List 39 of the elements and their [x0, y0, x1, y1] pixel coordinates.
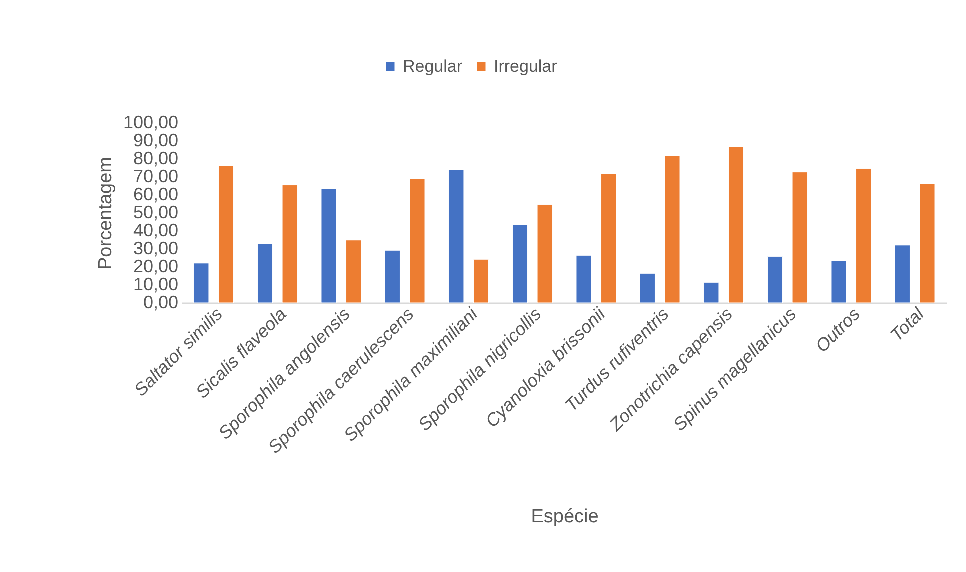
bar [194, 263, 210, 304]
y-tick-label: 10,00 [133, 274, 178, 294]
y-axis-title: Porcentagem [95, 156, 116, 270]
y-tick-label: 60,00 [133, 184, 178, 204]
bar [321, 188, 337, 304]
y-tick-label: 30,00 [133, 238, 178, 258]
y-tick-label: 0,00 [143, 292, 178, 312]
bar [792, 172, 808, 304]
x-axis-title: Espécie [531, 506, 599, 528]
legend-label: Regular [403, 56, 463, 76]
bar [767, 256, 783, 304]
bar [512, 224, 528, 304]
y-tick-label: 90,00 [133, 130, 178, 150]
bar [384, 250, 400, 304]
bar [856, 168, 872, 304]
y-tick-label: 100,00 [123, 112, 178, 132]
y-tick-label: 20,00 [133, 256, 178, 276]
bar [576, 255, 592, 304]
bar [346, 240, 362, 304]
bar [601, 174, 617, 304]
bar [894, 245, 910, 304]
bar [920, 184, 936, 304]
bar [664, 156, 680, 304]
bar [282, 185, 298, 304]
bar [537, 204, 553, 304]
y-tick-label: 80,00 [133, 148, 178, 168]
legend-label: Irregular [494, 56, 558, 76]
bar [640, 273, 656, 304]
bar [218, 166, 234, 304]
bar [474, 259, 490, 304]
bar [257, 244, 273, 304]
bar [410, 178, 426, 304]
y-tick-label: 40,00 [133, 220, 178, 240]
bar [704, 282, 720, 304]
y-tick-label: 70,00 [133, 166, 178, 186]
bar [728, 146, 744, 304]
y-tick-label: 50,00 [133, 202, 178, 222]
bar [448, 170, 464, 304]
bar [831, 260, 847, 304]
